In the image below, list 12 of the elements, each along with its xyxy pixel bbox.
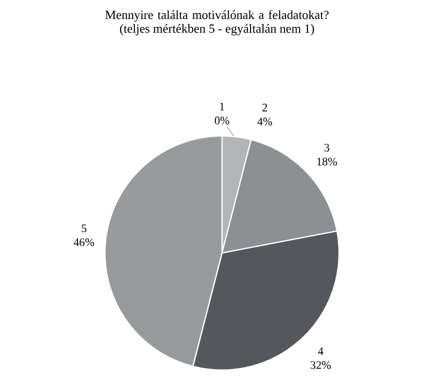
chart-subtitle: (teljes mértékben 5 - egyáltalán nem 1) <box>120 24 314 36</box>
slice-label: 4 <box>318 347 324 355</box>
data-label: 18% <box>317 158 337 166</box>
chart-title: Mennyire találta motiválónak a feladatokat? <box>105 10 329 22</box>
slice-label: 5 <box>82 224 86 232</box>
slice-label: 3 <box>324 144 330 152</box>
data-label: 4% <box>257 118 272 126</box>
data-label: 46% <box>74 238 94 246</box>
slice-label: 2 <box>262 104 268 112</box>
text: 0% <box>214 116 230 124</box>
category-label: 1 <box>220 102 224 110</box>
data-label: 32% <box>310 361 331 369</box>
